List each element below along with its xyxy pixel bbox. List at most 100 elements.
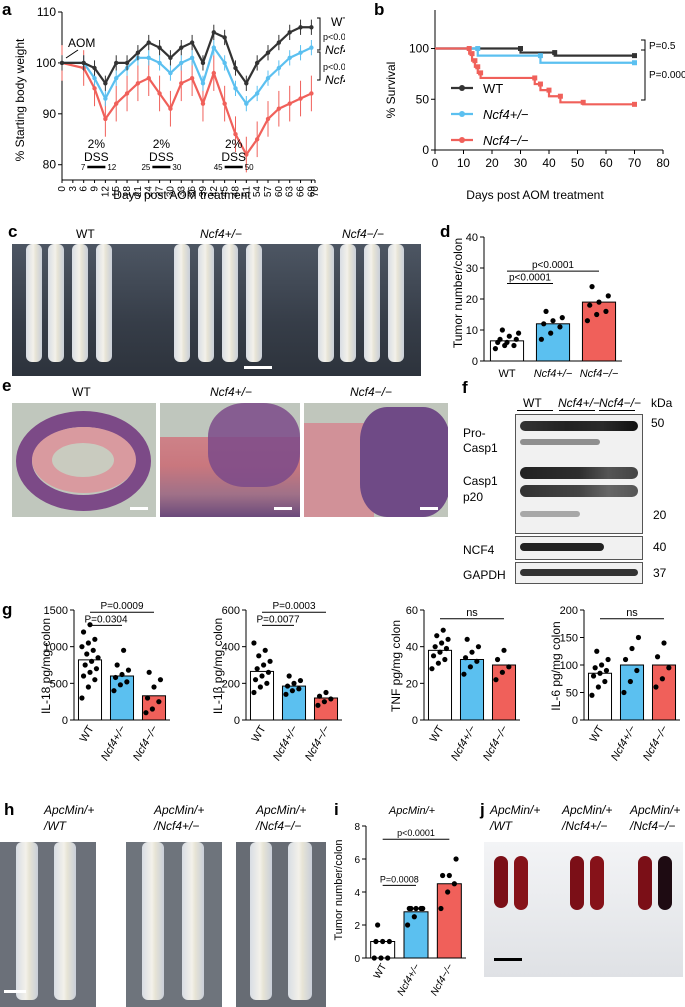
data-point: [559, 315, 565, 321]
data-point: [375, 922, 381, 928]
colon-specimen: [388, 244, 404, 362]
data-point: [315, 702, 321, 708]
data-point: [378, 955, 384, 961]
bar-ytick: 0: [412, 715, 418, 727]
pvalue-label: ns: [626, 607, 638, 619]
colon-specimen: [246, 244, 262, 362]
bar: [436, 883, 462, 959]
apc-colon-het: [126, 842, 222, 1007]
weight-xtick: 27: [155, 186, 166, 198]
blot-row-ncf4: NCF4: [463, 543, 495, 557]
survival-censor-mark: [518, 46, 523, 52]
data-point: [443, 645, 450, 652]
panel-label-e: e: [2, 376, 12, 395]
data-point: [603, 308, 609, 314]
data-point: [254, 666, 260, 672]
data-point: [499, 669, 505, 675]
bar-category-label: WT: [250, 723, 269, 744]
dss-label: DSS: [84, 150, 109, 164]
bar-category-label: Ncf4+/−: [449, 723, 479, 763]
data-point: [596, 299, 602, 305]
spleen-photo: [484, 842, 683, 977]
survival-censor-mark: [552, 50, 558, 56]
pvalue-label: p<0.0001: [532, 260, 574, 271]
weight-point: [146, 55, 151, 61]
data-point: [143, 710, 149, 716]
weight-xtick: 18: [122, 186, 133, 198]
weight-point: [222, 101, 227, 106]
bar-category-label: WT: [498, 368, 515, 380]
data-point: [90, 647, 96, 653]
data-point: [434, 633, 440, 639]
weight-point: [276, 65, 282, 71]
data-point: [79, 644, 85, 650]
scale-bar: [244, 366, 272, 369]
data-point: [373, 938, 379, 945]
bar-category-label: Ncf4−/−: [481, 723, 511, 763]
data-point: [597, 670, 603, 676]
weight-point: [309, 45, 314, 50]
weight-ytick: 90: [43, 107, 57, 121]
data-point: [267, 658, 273, 664]
survival-xtick: 80: [656, 156, 670, 170]
data-point: [283, 691, 289, 697]
dss-label: DSS: [149, 150, 174, 164]
data-point: [589, 284, 595, 290]
weight-point: [254, 60, 260, 66]
data-point: [405, 922, 411, 928]
bar-ytick: 150: [560, 633, 578, 645]
dss-label: DSS: [221, 150, 246, 164]
weight-point: [298, 50, 303, 55]
survival-censor-mark: [537, 53, 543, 59]
survival-pvalue-1: P=0.5: [649, 41, 676, 52]
weight-point: [135, 81, 141, 86]
marker-50: 50: [651, 416, 665, 430]
data-point: [117, 682, 123, 688]
data-point: [84, 651, 90, 657]
weight-ytick: 110: [37, 5, 56, 19]
data-point: [453, 856, 459, 862]
data-point: [634, 667, 640, 674]
data-point: [603, 667, 610, 674]
weight-point: [211, 70, 216, 76]
dss-start: 45: [214, 163, 223, 172]
bar-ytick: 40: [406, 642, 418, 654]
bar-category-label: Ncf4+/−: [271, 723, 301, 763]
data-point: [599, 662, 605, 668]
scale-bar: [274, 507, 292, 510]
colon-specimen: [198, 244, 214, 362]
weight-xtick: 3: [68, 186, 79, 192]
c-label-ko: Ncf4−/−: [342, 227, 385, 241]
data-point: [494, 656, 501, 663]
data-point: [265, 669, 272, 675]
colon-photo-c: [12, 244, 421, 376]
j-label-het: ApcMin/+ /Ncf4+/−: [562, 803, 613, 833]
weight-ytick: 100: [36, 56, 56, 70]
weight-xtick: 57: [263, 186, 274, 198]
weight-point: [103, 116, 108, 122]
survival-end-mark: [632, 101, 637, 107]
bar-ytick: 200: [560, 605, 578, 617]
weight-point: [276, 40, 282, 45]
data-point: [80, 629, 87, 635]
panel-label-a: a: [2, 0, 12, 19]
weight-xtick: 15: [111, 186, 122, 198]
survival-censor-mark: [557, 93, 563, 99]
weight-xtick: 45: [220, 186, 231, 198]
data-point: [445, 889, 451, 895]
weight-pvalue-2: p<0.0001: [323, 62, 345, 72]
survival-censor-mark: [532, 75, 538, 81]
apc-colon-ko: [236, 842, 326, 1007]
survival-censor-mark: [475, 64, 481, 70]
data-point: [446, 872, 452, 879]
weight-point: [92, 75, 97, 81]
panel-label-g: g: [2, 600, 13, 619]
bar-category-label: Ncf4+/−: [396, 962, 423, 998]
data-point: [492, 346, 499, 352]
blot-membrane-ncf4: [515, 536, 643, 560]
panel-label-i: i: [334, 800, 339, 819]
data-point: [622, 656, 629, 663]
data-point: [420, 905, 426, 912]
survival-xtick: 70: [628, 156, 642, 170]
bar-ytick: 0: [354, 954, 360, 965]
